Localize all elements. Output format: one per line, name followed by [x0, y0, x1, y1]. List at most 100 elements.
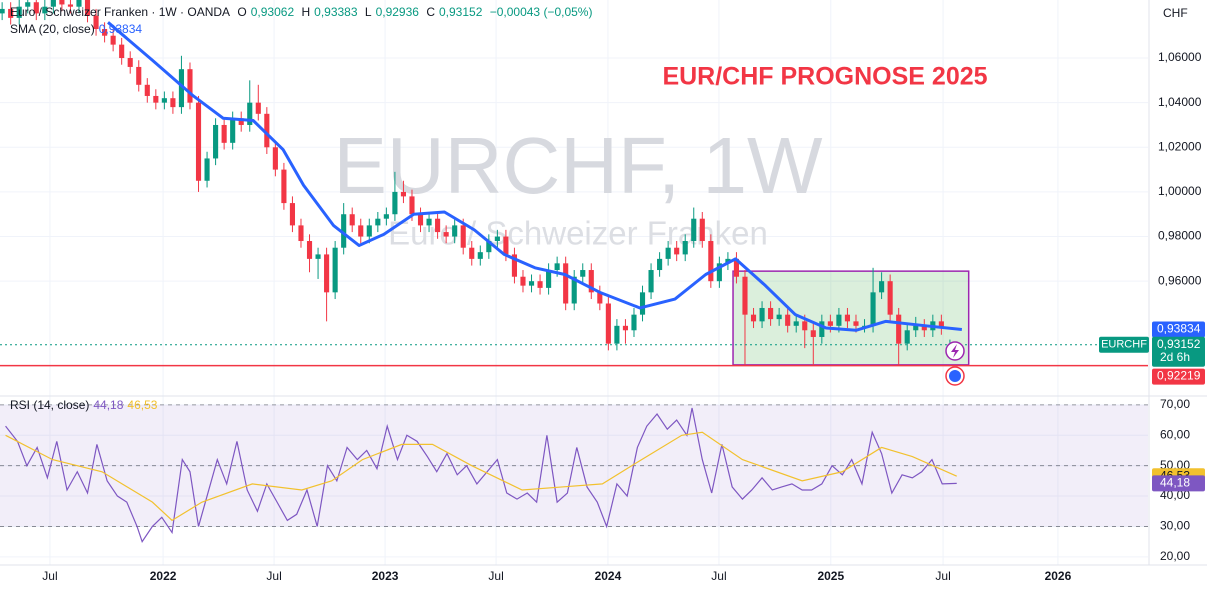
rsi-band — [0, 404, 1148, 527]
alert-icon[interactable] — [945, 341, 965, 361]
candle-body — [178, 69, 185, 108]
x-tick-label: Jul — [711, 569, 726, 583]
candle-body — [25, 2, 31, 7]
candle-body — [221, 124, 227, 143]
rsi-value: 44,18 — [93, 398, 124, 412]
x-tick-label: Jul — [42, 569, 57, 583]
candle-body — [699, 218, 705, 242]
x-tick-label: Jul — [935, 569, 950, 583]
y-tick-label: 1,02000 — [1158, 139, 1202, 153]
candle-body — [494, 236, 500, 242]
ohlc-value: 0,93383 — [314, 5, 358, 19]
candle-body — [332, 247, 338, 293]
candle-body — [597, 292, 603, 304]
symbol: Euro / Schweizer Franken · 1W · OANDA — [10, 5, 231, 19]
axes: Jul 2022 Jul 2023 Jul 2024 Jul 2025 Jul 2026 0,960… — [42, 50, 1201, 583]
countdown: 2d 6h — [1160, 350, 1190, 364]
candle-body — [913, 325, 919, 331]
rsi-line — [5, 407, 957, 543]
y-tick-label: 60,00 — [1160, 427, 1190, 441]
candle-body — [469, 247, 475, 259]
candle-body — [776, 314, 782, 320]
rsi-ma-value: 46,53 — [127, 398, 158, 412]
y-tick-label: 1,04000 — [1158, 95, 1202, 109]
y-tick-label: 1,00000 — [1158, 184, 1202, 198]
y-tick-label: 0,98000 — [1158, 229, 1202, 243]
candle-body — [50, 0, 56, 7]
candle-body — [520, 276, 526, 286]
candle-body — [144, 84, 150, 96]
candle-body — [247, 102, 253, 125]
candle-body — [887, 281, 893, 315]
candle-body — [8, 8, 14, 18]
candle-body — [255, 102, 261, 114]
candle-body — [870, 292, 876, 326]
x-tick-label: 2022 — [150, 569, 177, 583]
y-tick-label: 1,06000 — [1158, 50, 1202, 64]
candle-body — [537, 281, 543, 288]
candle-body — [588, 270, 594, 293]
candle-body — [725, 258, 731, 264]
candle-body — [546, 270, 552, 288]
candle-body — [733, 258, 740, 277]
candle-body — [349, 214, 355, 226]
rsi-legend: RSI (14, close) 44,18 46,53 — [10, 398, 161, 412]
candle-body — [477, 252, 483, 259]
candle-body — [204, 158, 210, 181]
candle-body — [67, 4, 74, 7]
candle-body — [426, 218, 432, 226]
candle-body — [187, 69, 193, 103]
last-price-tag — [1152, 336, 1205, 367]
y-tick-label: 70,00 — [1160, 397, 1190, 411]
candle-body — [281, 169, 287, 204]
ohlc-value: 0,93152 — [438, 5, 483, 19]
candle-body — [375, 218, 381, 226]
grid — [0, 0, 1148, 565]
candle-body — [392, 191, 398, 215]
candle-body — [793, 321, 799, 326]
y-tick-label: 0,96000 — [1158, 273, 1202, 287]
candle-body — [93, 15, 99, 30]
candle-body — [810, 330, 816, 337]
candle-body — [563, 263, 569, 304]
candle-body — [768, 307, 774, 320]
candle-body — [383, 214, 389, 219]
sma-tag-label: 0,93834 — [1157, 322, 1201, 336]
ohlc-key: L — [364, 5, 372, 19]
sma-legend: SMA (20, close) 0,93834 — [10, 22, 146, 36]
candle-body — [759, 307, 765, 322]
candle-body — [836, 314, 842, 326]
candle-body — [819, 321, 825, 337]
candle-body — [306, 241, 313, 259]
rsi-pane — [0, 404, 1148, 543]
candle-body — [298, 225, 304, 242]
candle-body — [571, 276, 577, 304]
candle-body — [0, 8, 5, 14]
candle-body — [460, 225, 466, 248]
candle-body — [879, 281, 885, 293]
watermark-title: EURCHF, 1W — [334, 121, 823, 210]
candle-body — [904, 330, 910, 344]
candle-body — [921, 325, 927, 331]
candle-body — [33, 2, 39, 14]
candle-body — [639, 292, 646, 315]
candle-body — [170, 98, 176, 108]
candle-body — [102, 29, 108, 36]
x-tick-label: 2024 — [595, 569, 622, 583]
candle-body — [238, 118, 244, 125]
candle-body — [16, 6, 22, 18]
event-icon[interactable] — [945, 366, 965, 386]
candle-body — [896, 314, 902, 344]
sma-value: 0,93834 — [98, 22, 143, 36]
candle-body — [827, 321, 833, 326]
candle-body — [272, 147, 278, 170]
candle-body — [230, 118, 236, 143]
candle-body — [110, 35, 116, 45]
change: −0,00043 (−0,05%) — [489, 5, 593, 19]
candle-body — [358, 225, 364, 237]
sma-name: SMA (20, close) — [10, 22, 95, 36]
candle-body — [503, 236, 509, 255]
candle-body — [674, 247, 680, 255]
currency: CHF — [1163, 6, 1188, 20]
